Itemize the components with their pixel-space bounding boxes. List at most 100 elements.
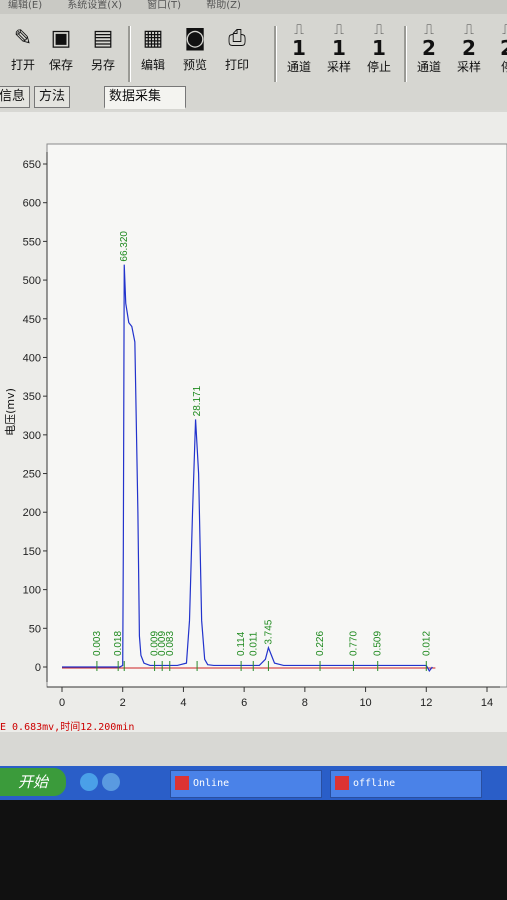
channel-number: 2: [500, 36, 507, 60]
application-window: 编辑(E) 系统设置(X) 窗口(T) 帮助(Z) ✎ 打开 ▣ 保存 ▤ 另存…: [0, 0, 507, 800]
y-tick-label: 500: [23, 275, 41, 287]
edit-button[interactable]: ▦ 编辑: [134, 20, 172, 84]
sample-2-button[interactable]: ⎍ 2 采样: [450, 20, 488, 84]
y-axis-label: 电压(mv): [4, 388, 17, 436]
peak-label: 0.009: [150, 631, 161, 656]
menu-item-system-settings[interactable]: 系统设置(X): [67, 0, 122, 11]
x-tick-label: 4: [180, 697, 186, 709]
save-as-button[interactable]: ▤ 另存: [84, 20, 122, 84]
chromatogram-icon: ⎍: [424, 22, 434, 38]
y-tick-label: 50: [29, 623, 41, 635]
tab-info[interactable]: 信息: [0, 86, 31, 108]
print-label: 打印: [224, 58, 249, 72]
edit-label: 编辑: [140, 58, 165, 72]
taskbar: 开始 Online offline: [0, 766, 507, 800]
y-tick-label: 650: [23, 159, 41, 171]
save-as-icon: ▤: [92, 26, 114, 51]
tab-data-acquisition[interactable]: 数据采集: [104, 86, 186, 109]
x-tick-label: 6: [241, 697, 247, 709]
peak-label: 0.509: [373, 631, 384, 656]
channel-number: 1: [292, 36, 306, 60]
menu-item-window[interactable]: 窗口(T): [147, 0, 182, 11]
preview-button[interactable]: ◙ 预览: [176, 20, 214, 84]
y-tick-label: 300: [23, 430, 41, 442]
channel-1-button[interactable]: ⎍ 1 通道: [280, 20, 318, 84]
x-tick-label: 12: [420, 697, 432, 709]
tab-bar: 信息 方法 数据采集: [0, 84, 507, 110]
preview-label: 预览: [182, 58, 207, 72]
peak-label: 28.171: [192, 385, 203, 416]
chromatogram-icon: ⎍: [334, 22, 344, 38]
task-offline-label: offline: [353, 778, 396, 789]
peak-label: 0.009: [157, 631, 168, 656]
peak-label: 0.011: [248, 631, 259, 656]
peak-label: 0.226: [315, 631, 326, 656]
peak-label: 0.114: [236, 631, 247, 656]
toolbar-separator: [404, 26, 407, 82]
sample-1-button[interactable]: ⎍ 1 采样: [320, 20, 358, 84]
channel-number: 2: [422, 36, 436, 60]
channel-label: 通道: [286, 60, 311, 74]
toolbar-separator: [128, 26, 131, 82]
x-tick-label: 8: [302, 697, 308, 709]
peak-label: 0.012: [421, 631, 432, 656]
channel-number: 2: [462, 36, 476, 60]
sample-label: 采样: [326, 60, 351, 74]
y-tick-label: 0: [35, 662, 41, 674]
channel-number: 1: [372, 36, 386, 60]
menu-item-help[interactable]: 帮助(Z): [206, 0, 241, 11]
task-online-label: Online: [193, 778, 230, 789]
app-icon: [335, 776, 349, 790]
channel-label: 通道: [416, 60, 441, 74]
sample-label: 采样: [456, 60, 481, 74]
chromatogram-icon: ⎍: [464, 22, 474, 38]
chromatogram-icon: ⎍: [294, 22, 304, 38]
channel-2-button[interactable]: ⎍ 2 通道: [410, 20, 448, 84]
x-tick-label: 14: [481, 697, 493, 709]
ie-icon[interactable]: [102, 773, 120, 791]
open-button[interactable]: ✎ 打开: [4, 20, 42, 84]
print-button[interactable]: ⎙ 打印: [218, 20, 256, 84]
monitor-bezel: [0, 800, 507, 900]
menu-item-edit[interactable]: 编辑(E): [8, 0, 43, 11]
y-tick-label: 350: [23, 391, 41, 403]
peak-label: 0.770: [348, 631, 359, 656]
stop-label: 停: [500, 60, 507, 74]
x-tick-label: 10: [359, 697, 371, 709]
save-button[interactable]: ▣ 保存: [42, 20, 80, 84]
stop-2-button[interactable]: ⎍ 2 停: [488, 20, 507, 84]
save-label: 保存: [48, 58, 73, 72]
y-tick-label: 250: [23, 469, 41, 481]
signal-trace: [62, 264, 433, 672]
chromatogram-chart[interactable]: 0501001502002503003504004505005506006500…: [0, 112, 507, 712]
y-tick-label: 100: [23, 585, 41, 597]
task-offline[interactable]: offline: [330, 770, 482, 798]
peak-label: 66.320: [119, 231, 130, 262]
toolbar-separator: [274, 26, 277, 82]
browser-icon[interactable]: [80, 773, 98, 791]
floppy-disk-icon: ▣: [50, 26, 72, 51]
stop-label: 停止: [366, 60, 391, 74]
app-icon: [175, 776, 189, 790]
open-folder-icon: ✎: [13, 26, 33, 51]
menu-bar: 编辑(E) 系统设置(X) 窗口(T) 帮助(Z): [0, 0, 507, 14]
task-online[interactable]: Online: [170, 770, 322, 798]
start-button[interactable]: 开始: [0, 768, 66, 796]
toolbar: ✎ 打开 ▣ 保存 ▤ 另存 ▦ 编辑 ◙ 预览 ⎙ 打印 ⎍ 1 通道: [0, 14, 507, 86]
y-tick-label: 600: [23, 198, 41, 210]
tab-method[interactable]: 方法: [34, 86, 71, 108]
y-tick-label: 200: [23, 507, 41, 519]
chromatogram-icon: ⎍: [374, 22, 384, 38]
open-label: 打开: [10, 58, 35, 72]
peak-label: 0.083: [165, 631, 176, 656]
peak-label: 0.003: [92, 631, 103, 656]
x-tick-label: 0: [59, 697, 65, 709]
edit-document-icon: ▦: [142, 26, 164, 51]
chromatogram-icon: ⎍: [488, 22, 507, 38]
printer-icon: ⎙: [228, 26, 246, 51]
save-as-label: 另存: [90, 58, 115, 72]
peak-label: 0.018: [113, 631, 124, 656]
y-tick-label: 150: [23, 546, 41, 558]
stop-1-button[interactable]: ⎍ 1 停止: [360, 20, 398, 84]
print-preview-icon: ◙: [184, 26, 206, 51]
